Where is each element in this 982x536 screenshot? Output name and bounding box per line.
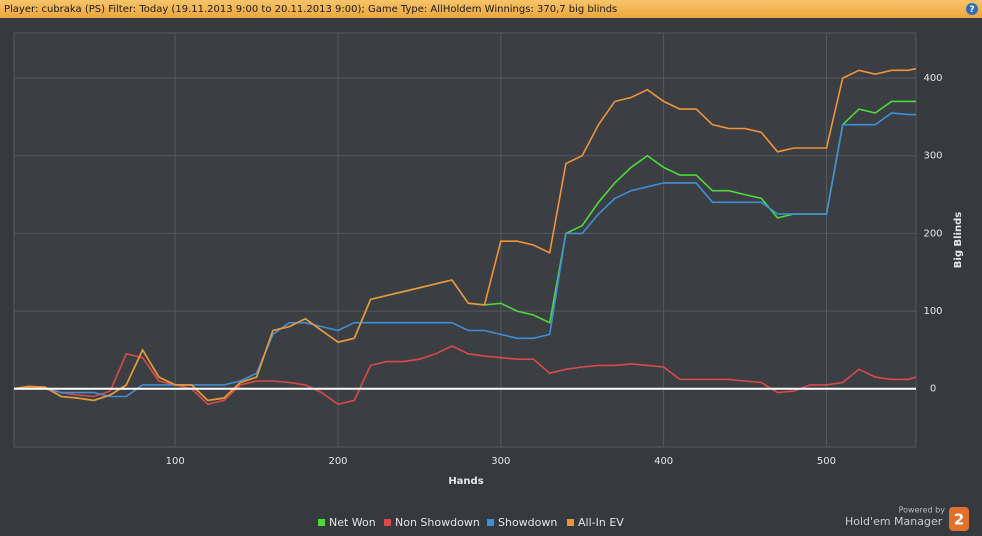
x-axis-label: Hands [448,476,483,487]
y-tick-label: 400 [923,73,942,84]
header-title: Player: cubraka (PS) Filter: Today (19.1… [4,4,617,15]
series-line [14,112,916,398]
legend-label: Non Showdown [395,516,480,529]
legend-swatch [318,519,325,526]
product-name: Hold'em Manager [845,515,943,528]
legend-swatch [487,519,494,526]
y-axis-label: Big Blinds [953,212,964,268]
help-button[interactable] [966,3,978,15]
legend-swatch [384,519,391,526]
legend-swatch [567,519,574,526]
powered-by: Powered by [899,506,946,515]
y-tick-label: 300 [923,151,942,162]
header-bar [0,0,982,18]
x-tick-label: 100 [166,456,185,467]
x-tick-label: 500 [817,456,836,467]
x-tick-label: 400 [654,456,673,467]
y-tick-label: 0 [930,384,936,395]
legend-label: All-In EV [578,516,624,529]
x-tick-label: 300 [491,456,510,467]
logo-badge [949,507,969,531]
help-icon[interactable]: ? [969,5,974,15]
legend-label: Showdown [498,516,557,529]
plot-area [13,32,917,448]
series-line [13,67,917,402]
y-tick-label: 200 [923,228,942,239]
x-tick-label: 200 [328,456,347,467]
legend-label: Net Won [329,516,376,529]
y-tick-label: 100 [923,306,942,317]
logo-number: 2 [954,511,964,529]
